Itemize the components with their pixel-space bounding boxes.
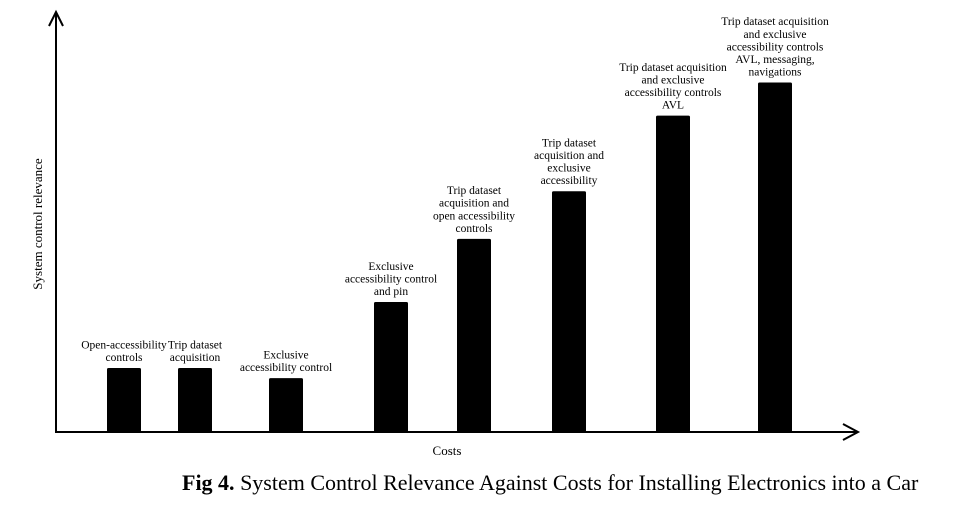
bar-label-line: and exclusive: [642, 74, 705, 86]
bar-label-line: and exclusive: [744, 29, 807, 41]
bar-label-line: controls: [105, 352, 143, 364]
x-axis-label: Costs: [433, 443, 462, 458]
bar-label-line: acquisition and: [439, 198, 509, 210]
bar-label-line: acquisition: [170, 352, 221, 364]
bar-8: [758, 82, 792, 432]
bar-label-line: AVL: [662, 100, 684, 112]
bar-label-1: Open-accessibility controls: [81, 339, 167, 364]
bar-label-line: AVL, messaging,: [735, 54, 814, 66]
bar-label-line: navigations: [748, 67, 802, 79]
bar-7: [656, 115, 690, 432]
bar-label-line: Trip dataset: [447, 185, 502, 197]
bar-label-line: accessibility controls: [625, 87, 722, 99]
bar-6: [552, 191, 586, 432]
bar-label-line: Exclusive: [263, 349, 308, 361]
bar-label-line: acquisition and: [534, 150, 604, 162]
bar-4: [374, 302, 408, 432]
y-axis-label: System control relevance: [30, 158, 45, 290]
bar-label-line: Open-accessibility: [81, 339, 167, 351]
bar-label-line: accessibility control: [345, 273, 437, 285]
figure-caption: Fig 4. System Control Relevance Against …: [182, 470, 918, 496]
bar-label-line: accessibility control: [240, 362, 332, 374]
bar-label-line: open accessibility: [433, 210, 515, 222]
caption-prefix: Fig 4.: [182, 470, 235, 495]
bar-1: [107, 368, 141, 432]
bar-2: [178, 368, 212, 432]
y-axis-arrowhead: [48, 9, 64, 27]
bar-label-line: Trip dataset acquisition: [619, 62, 727, 74]
bar-label-8: Trip dataset acquisition and exclusive acc…: [721, 16, 829, 78]
bar-label-3: Exclusive accessibility control: [240, 349, 332, 374]
bar-label-2: Trip dataset acquisition: [168, 339, 223, 364]
bar-label-line: Exclusive: [368, 261, 413, 273]
bar-label-line: Trip dataset: [168, 339, 223, 351]
bar-label-4: Exclusive accessibility control and pin: [345, 261, 437, 298]
axes: [48, 9, 861, 441]
bars-group: [107, 82, 792, 432]
x-axis-arrowhead: [842, 423, 861, 441]
bar-label-line: accessibility controls: [727, 41, 824, 53]
bar-label-line: and pin: [374, 286, 408, 298]
bar-label-line: controls: [455, 223, 493, 235]
bar-label-line: Trip dataset acquisition: [721, 16, 829, 28]
bar-label-line: Trip dataset: [542, 137, 597, 149]
caption-text: System Control Relevance Against Costs f…: [234, 470, 919, 495]
bar-5: [457, 238, 491, 432]
bar-label-line: exclusive: [547, 163, 590, 175]
bar-label-6: Trip dataset acquisition and exclusive acce…: [534, 137, 604, 187]
bar-3: [269, 378, 303, 432]
bar-label-line: accessibility: [541, 175, 598, 187]
bar-label-5: Trip dataset acquisition and open accessib…: [433, 185, 515, 235]
bar-label-7: Trip dataset acquisition and exclusive acc…: [619, 62, 727, 112]
